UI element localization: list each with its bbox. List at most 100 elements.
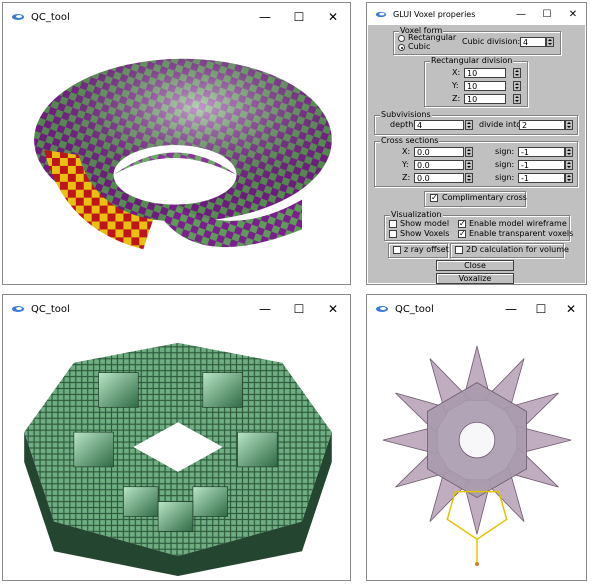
maximize-button[interactable]: ☐ — [282, 295, 316, 323]
cross-z-input[interactable]: 0.0 — [414, 173, 464, 183]
titlebar[interactable]: GLUI Voxel properies — ☐ ✕ — [367, 3, 586, 25]
rect-z-input[interactable]: 10 — [464, 94, 506, 104]
cross-x-spinner[interactable] — [465, 147, 473, 157]
voxel-render-viewport[interactable] — [4, 323, 349, 579]
minimize-button[interactable]: — — [508, 3, 534, 25]
rect-x-input[interactable]: 10 — [464, 68, 506, 78]
glui-panel: Voxel form Rectangular Cubic Cubic divis… — [368, 25, 585, 283]
qc-tool-window-voxels: QC_tool — ☐ ✕ — [2, 294, 351, 581]
sign-x-label: sign: — [495, 147, 514, 157]
close-icon: ✕ — [328, 10, 338, 24]
app-logo-icon — [11, 304, 25, 314]
rect-y-label: Y: — [452, 81, 459, 91]
divide-into-label: divide into — [479, 120, 521, 130]
voxel-properties-window: GLUI Voxel properies — ☐ ✕ Voxel form Re… — [366, 2, 587, 285]
cubic-division-label: Cubic division: — [462, 37, 520, 47]
model-render-viewport[interactable] — [368, 323, 585, 579]
close-dialog-button[interactable]: Close — [436, 260, 514, 271]
titlebar[interactable]: QC_tool — ☐ ✕ — [3, 3, 350, 31]
depth-label: depth: — [390, 120, 416, 130]
calc-2d-checkbox[interactable] — [455, 246, 463, 254]
close-icon: ✕ — [569, 9, 577, 20]
group-caption: Rectangular division — [430, 56, 513, 65]
depth-input[interactable]: 4 — [414, 120, 464, 130]
titlebar[interactable]: QC_tool — ☐ ✕ — [3, 295, 350, 323]
transparent-voxels-checkbox[interactable]: ✓ — [458, 230, 466, 238]
sign-y-input[interactable]: -1 — [518, 160, 565, 170]
model-wireframe-checkbox[interactable]: ✓ — [458, 220, 466, 228]
voxel-torus-image — [4, 323, 349, 579]
minimize-button[interactable]: — — [248, 295, 282, 323]
minimize-button[interactable]: — — [496, 295, 526, 323]
close-icon: ✕ — [328, 302, 338, 316]
checkered-torus-image — [4, 31, 349, 283]
cross-x-input[interactable]: 0.0 — [414, 147, 464, 157]
sign-z-input[interactable]: -1 — [518, 173, 565, 183]
cross-z-label: Z: — [402, 173, 410, 183]
rect-z-label: Z: — [452, 94, 460, 104]
maximize-icon: ☐ — [543, 9, 552, 20]
cubic-division-spinner[interactable] — [546, 37, 554, 47]
sign-x-spinner[interactable] — [565, 147, 573, 157]
minimize-button[interactable]: — — [248, 3, 282, 31]
spiky-model-image — [368, 323, 585, 579]
divide-into-spinner[interactable] — [565, 120, 573, 130]
close-button[interactable]: ✕ — [316, 3, 350, 31]
z-ray-offset-label: z ray offset — [404, 245, 449, 255]
rect-y-spinner[interactable] — [513, 81, 521, 91]
titlebar[interactable]: QC_tool — ☐ ✕ — [367, 295, 586, 323]
rect-x-label: X: — [452, 68, 460, 78]
minimize-icon: — — [259, 10, 271, 24]
sign-z-spinner[interactable] — [565, 173, 573, 183]
cross-z-spinner[interactable] — [465, 173, 473, 183]
rect-y-input[interactable]: 10 — [464, 81, 506, 91]
window-title: QC_tool — [395, 304, 434, 315]
app-logo-icon — [375, 304, 389, 314]
rect-x-spinner[interactable] — [513, 68, 521, 78]
cross-x-label: X: — [402, 147, 410, 157]
qc-tool-window-model: QC_tool — ☐ ✕ — [366, 294, 587, 581]
maximize-button[interactable]: ☐ — [282, 3, 316, 31]
close-button[interactable]: ✕ — [560, 3, 586, 25]
close-icon: ✕ — [566, 302, 576, 316]
group-caption: Cross sections — [380, 136, 439, 145]
sign-y-spinner[interactable] — [565, 160, 573, 170]
app-logo-icon — [11, 12, 25, 22]
app-logo-icon — [375, 10, 387, 19]
maximize-button[interactable]: ☐ — [526, 295, 556, 323]
window-title: QC_tool — [31, 12, 70, 23]
complimentary-cross-checkbox[interactable]: ✓ — [430, 194, 438, 202]
z-ray-offset-checkbox[interactable] — [393, 246, 401, 254]
maximize-icon: ☐ — [536, 302, 547, 316]
minimize-icon: — — [259, 302, 271, 316]
voxalize-button[interactable]: Voxalize — [436, 273, 514, 284]
close-button[interactable]: ✕ — [556, 295, 586, 323]
divide-into-input[interactable]: 2 — [519, 120, 565, 130]
rectangular-radio[interactable] — [398, 35, 405, 42]
transparent-voxels-label: Enable transparent voxels — [469, 229, 573, 239]
show-voxels-checkbox[interactable] — [389, 230, 397, 238]
cross-y-spinner[interactable] — [465, 160, 473, 170]
cubic-radio[interactable] — [398, 44, 405, 51]
window-title: GLUI Voxel properies — [393, 10, 475, 19]
depth-spinner[interactable] — [465, 120, 473, 130]
model-wireframe-label: Enable model wireframe — [469, 219, 567, 229]
rect-z-spinner[interactable] — [513, 94, 521, 104]
close-button[interactable]: ✕ — [316, 295, 350, 323]
sign-y-label: sign: — [495, 160, 514, 170]
cross-y-label: Y: — [402, 160, 409, 170]
window-title: QC_tool — [31, 304, 70, 315]
show-model-checkbox[interactable] — [389, 220, 397, 228]
complimentary-cross-label: Complimentary cross — [442, 193, 527, 203]
maximize-icon: ☐ — [294, 302, 305, 316]
show-model-label: Show model — [400, 219, 449, 229]
sign-z-label: sign: — [495, 173, 514, 183]
minimize-icon: — — [505, 302, 517, 316]
sign-x-input[interactable]: -1 — [518, 147, 565, 157]
maximize-button[interactable]: ☐ — [534, 3, 560, 25]
torus-render-viewport[interactable] — [4, 31, 349, 283]
cross-y-input[interactable]: 0.0 — [414, 160, 464, 170]
cubic-division-input[interactable]: 4 — [520, 37, 546, 47]
qc-tool-window-torus: QC_tool — ☐ ✕ — [2, 2, 351, 285]
group-caption: Subvivisions — [380, 110, 432, 119]
